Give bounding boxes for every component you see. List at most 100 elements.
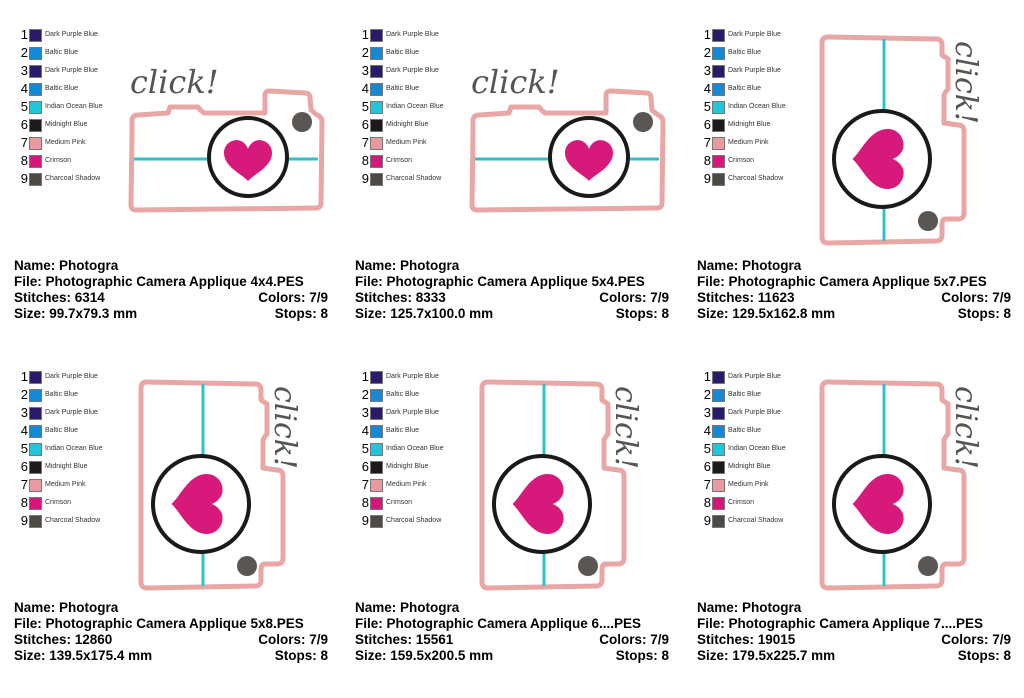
color-legend: 1 Dark Purple Blue 2 Baltic Blue 3 Dark Pur… [15, 368, 103, 530]
design-file: File: Photographic Camera Applique 4x4.P… [14, 274, 304, 289]
legend-item: 2 Baltic Blue [356, 44, 444, 62]
legend-number: 8 [703, 153, 711, 168]
click-text: click! [267, 386, 302, 469]
legend-label: Dark Purple Blue [386, 67, 439, 74]
color-swatch [370, 478, 383, 492]
legend-item: 4 Baltic Blue [15, 80, 103, 98]
legend-item: 2 Baltic Blue [698, 386, 786, 404]
legend-number: 9 [20, 171, 28, 186]
legend-label: Baltic Blue [386, 427, 420, 434]
click-text: click! [948, 41, 983, 124]
shutter-button-dot [237, 556, 257, 576]
click-text: click! [948, 386, 983, 469]
color-swatch [712, 370, 725, 384]
legend-label: Medium Pink [728, 481, 769, 488]
legend-label: Indian Ocean Blue [728, 103, 786, 110]
legend-item: 6 Midnight Blue [15, 458, 103, 476]
legend-label: Baltic Blue [728, 85, 762, 92]
legend-label: Medium Pink [386, 481, 427, 488]
legend-number: 7 [361, 135, 369, 150]
legend-label: Dark Purple Blue [386, 373, 439, 380]
legend-number: 6 [361, 459, 369, 474]
color-legend: 1 Dark Purple Blue 2 Baltic Blue 3 Dark Pur… [698, 26, 786, 188]
legend-label: Charcoal Shadow [386, 517, 442, 524]
legend-label: Baltic Blue [728, 427, 762, 434]
legend-item: 9 Charcoal Shadow [356, 170, 444, 188]
color-swatch [370, 388, 383, 402]
legend-label: Baltic Blue [386, 49, 420, 56]
legend-item: 2 Baltic Blue [15, 44, 103, 62]
legend-number: 1 [703, 27, 711, 42]
legend-item: 7 Medium Pink [356, 134, 444, 152]
design-stitches: Stitches: 8333 [355, 290, 446, 305]
color-swatch [712, 136, 725, 150]
design-colors: Colors: 7/9 [599, 290, 669, 305]
legend-item: 4 Baltic Blue [15, 422, 103, 440]
legend-item: 5 Indian Ocean Blue [698, 98, 786, 116]
design-card-4x4: 1 Dark Purple Blue 2 Baltic Blue 3 Dark Pur… [10, 0, 351, 342]
legend-number: 3 [361, 63, 369, 78]
legend-label: Baltic Blue [45, 427, 79, 434]
legend-item: 9 Charcoal Shadow [698, 512, 786, 530]
legend-item: 4 Baltic Blue [698, 422, 786, 440]
legend-label: Dark Purple Blue [728, 409, 781, 416]
legend-number: 2 [20, 45, 28, 60]
legend-number: 6 [703, 117, 711, 132]
color-swatch [29, 406, 42, 420]
legend-number: 7 [20, 477, 28, 492]
legend-number: 3 [20, 405, 28, 420]
color-swatch [712, 514, 725, 528]
design-file: File: Photographic Camera Applique 5x7.P… [697, 274, 987, 289]
legend-number: 7 [20, 135, 28, 150]
legend-number: 6 [20, 459, 28, 474]
legend-item: 4 Baltic Blue [356, 80, 444, 98]
design-name: Name: Photogra [14, 258, 119, 273]
legend-item: 8 Crimson [356, 494, 444, 512]
legend-item: 7 Medium Pink [15, 134, 103, 152]
color-swatch [370, 424, 383, 438]
legend-number: 7 [361, 477, 369, 492]
legend-label: Indian Ocean Blue [45, 445, 103, 452]
legend-item: 8 Crimson [356, 152, 444, 170]
legend-label: Indian Ocean Blue [386, 445, 444, 452]
legend-label: Indian Ocean Blue [386, 103, 444, 110]
legend-label: Charcoal Shadow [728, 517, 784, 524]
design-stops: Stops: 8 [957, 648, 1011, 663]
color-swatch [370, 406, 383, 420]
legend-number: 3 [20, 63, 28, 78]
legend-item: 1 Dark Purple Blue [356, 368, 444, 386]
legend-label: Baltic Blue [45, 391, 79, 398]
legend-number: 3 [703, 63, 711, 78]
legend-label: Dark Purple Blue [728, 31, 781, 38]
legend-number: 9 [361, 513, 369, 528]
legend-label: Midnight Blue [386, 463, 429, 470]
design-size: Size: 125.7x100.0 mm [355, 306, 494, 321]
design-colors: Colors: 7/9 [941, 290, 1011, 305]
legend-label: Medium Pink [45, 139, 86, 146]
legend-label: Charcoal Shadow [45, 175, 101, 182]
shutter-button-dot [292, 112, 312, 132]
color-swatch [29, 388, 42, 402]
legend-number: 5 [20, 441, 28, 456]
legend-item: 9 Charcoal Shadow [15, 512, 103, 530]
color-swatch [370, 118, 383, 132]
legend-number: 2 [703, 45, 711, 60]
legend-number: 6 [703, 459, 711, 474]
legend-item: 2 Baltic Blue [356, 386, 444, 404]
legend-item: 6 Midnight Blue [698, 116, 786, 134]
color-swatch [370, 64, 383, 78]
legend-label: Dark Purple Blue [45, 409, 98, 416]
legend-item: 1 Dark Purple Blue [15, 26, 103, 44]
color-swatch [29, 478, 42, 492]
legend-label: Crimson [45, 499, 72, 506]
design-stitches: Stitches: 6314 [14, 290, 105, 305]
color-swatch [370, 136, 383, 150]
legend-label: Midnight Blue [728, 463, 771, 470]
legend-label: Dark Purple Blue [386, 409, 439, 416]
legend-number: 7 [703, 135, 711, 150]
legend-number: 8 [361, 153, 369, 168]
legend-label: Dark Purple Blue [45, 31, 98, 38]
legend-label: Crimson [386, 499, 413, 506]
legend-number: 5 [20, 99, 28, 114]
legend-label: Dark Purple Blue [728, 373, 781, 380]
